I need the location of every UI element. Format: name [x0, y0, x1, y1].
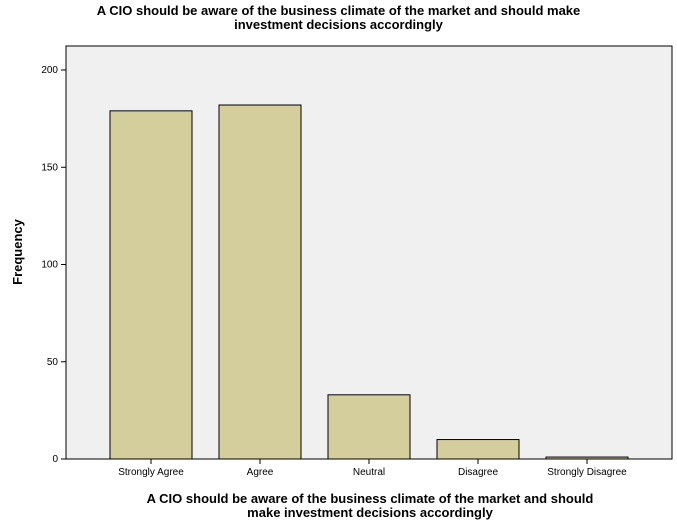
x-axis-label-line-2: make investment decisions accordingly [247, 505, 493, 520]
x-tick-label: Strongly Disagree [547, 467, 627, 478]
y-tick-label: 150 [41, 162, 58, 173]
x-tick-label: Agree [247, 467, 274, 478]
y-tick-label: 200 [41, 65, 58, 76]
y-tick-label: 50 [47, 357, 59, 368]
x-tick-label: Disagree [458, 467, 498, 478]
x-tick-label: Neutral [353, 467, 385, 478]
chart-title-line-1: A CIO should be aware of the business cl… [96, 3, 581, 18]
y-tick-label: 0 [52, 454, 58, 465]
chart-title-line-2: investment decisions accordingly [234, 17, 443, 32]
bar-strongly-agree [109, 110, 193, 460]
bars [109, 104, 629, 460]
bar-agree [218, 104, 302, 460]
x-axis-label-line-1: A CIO should be aware of the business cl… [146, 491, 594, 506]
bar-neutral [327, 394, 411, 460]
chart-title: A CIO should be aware of the business cl… [0, 4, 677, 32]
x-axis-ticks: Strongly Agree Agree Neutral Disagree Strong… [118, 459, 627, 478]
x-axis-label: A CIO should be aware of the business cl… [60, 492, 677, 520]
y-axis-ticks: 0 50 100 150 200 [41, 65, 66, 465]
bar-disagree [436, 439, 520, 460]
x-tick-label: Strongly Agree [118, 467, 184, 478]
y-axis-label: Frequency [10, 218, 25, 285]
bar-strongly-disagree [545, 456, 629, 460]
y-tick-label: 100 [41, 260, 58, 271]
